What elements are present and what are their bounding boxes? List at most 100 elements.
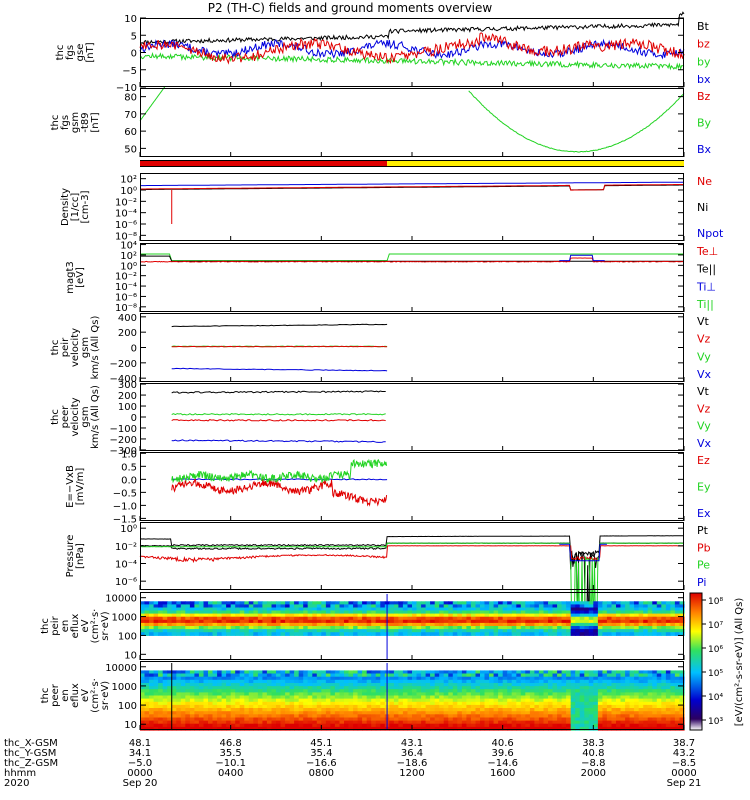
legend-te: Te|| bbox=[696, 263, 716, 276]
colorbar-tick-label: 10⁵ bbox=[708, 669, 723, 679]
legend-by: By bbox=[697, 117, 712, 130]
y-tick-label: 100 bbox=[118, 631, 137, 642]
bt-trace bbox=[139, 11, 685, 46]
y-tick-label: 10 bbox=[124, 720, 137, 731]
y-tick-label: 1000 bbox=[112, 682, 137, 693]
x-axis-value: 40.6 bbox=[492, 738, 514, 749]
panel-frame-pressure bbox=[140, 522, 684, 590]
y-axis-label: thc bbox=[50, 409, 61, 425]
y-tick-label: 10⁻² bbox=[115, 272, 137, 283]
y-axis-label: (cm²·s· bbox=[90, 678, 101, 713]
peer-vz-trace bbox=[171, 419, 386, 422]
ez-trace bbox=[171, 478, 388, 507]
y-tick-label: 1000 bbox=[112, 613, 137, 624]
y-axis-label: eV bbox=[80, 619, 91, 632]
x-axis-value: −18.6 bbox=[397, 758, 428, 769]
y-axis-label: velocity bbox=[70, 397, 81, 436]
ne-trace bbox=[140, 184, 684, 191]
legend-vz: Vz bbox=[697, 333, 711, 346]
y-axis-label: [mV/m] bbox=[75, 468, 86, 506]
y-axis-label: sr·eV) bbox=[100, 681, 111, 710]
legend-ey: Ey bbox=[697, 481, 711, 494]
x-axis-row-label: 2020 bbox=[4, 778, 29, 789]
panel-frame-peir-velocity bbox=[140, 313, 684, 382]
x-axis-row-label: thc_Y-GSM bbox=[4, 748, 56, 759]
y-tick-label: 10² bbox=[120, 175, 137, 186]
legend-pi: Pi bbox=[697, 576, 706, 589]
y-axis-label: thc bbox=[50, 115, 61, 131]
by-trace bbox=[139, 52, 685, 71]
y-tick-label: 10⁻⁸ bbox=[115, 231, 137, 242]
y-tick-label: 1.0 bbox=[121, 449, 137, 460]
y-axis-label: magt3 bbox=[65, 261, 76, 294]
ni-trace bbox=[139, 184, 684, 191]
y-tick-label: 50 bbox=[124, 144, 137, 155]
legend-ez: Ez bbox=[697, 454, 710, 467]
legend-ti: Ti|| bbox=[696, 298, 714, 311]
legend-bt: Bt bbox=[697, 20, 710, 33]
x-axis-value: 0800 bbox=[309, 768, 334, 779]
legend-ni: Ni bbox=[697, 201, 708, 214]
y-axis-label: [nT] bbox=[85, 42, 96, 62]
legend-vt: Vt bbox=[697, 385, 710, 398]
y-axis-label: en bbox=[60, 620, 71, 633]
y-axis-label: sr·eV) bbox=[100, 611, 111, 640]
y-axis-label: peir bbox=[50, 615, 61, 635]
y-tick-label: 80 bbox=[124, 93, 137, 104]
y-tick-label: 10 bbox=[124, 14, 137, 25]
peer-vx-trace bbox=[171, 439, 386, 443]
x-axis-value: −8.8 bbox=[581, 758, 605, 769]
y-axis-label: peer bbox=[60, 405, 71, 429]
mode-bar-fast bbox=[140, 160, 388, 167]
colorbar-tick-label: 10⁷ bbox=[708, 621, 723, 631]
x-axis-value: 35.5 bbox=[220, 748, 242, 759]
y-tick-label: −1.5 bbox=[113, 514, 137, 525]
legend-ti: Ti⊥ bbox=[696, 280, 716, 293]
y-axis-label: thc bbox=[50, 340, 61, 356]
by-gsm-trace-b bbox=[468, 90, 685, 153]
y-axis-label: gsm bbox=[70, 112, 81, 133]
x-axis-value: 34.1 bbox=[129, 748, 151, 759]
y-axis-label: peir bbox=[60, 337, 71, 357]
y-tick-label: 0 bbox=[131, 49, 137, 60]
y-axis-label: velocity bbox=[70, 328, 81, 367]
legend-bz: Bz bbox=[697, 90, 711, 103]
y-tick-label: 10⁻⁴ bbox=[115, 560, 137, 571]
y-axis-label: thc bbox=[40, 618, 51, 634]
y-axis-label: eflux bbox=[70, 683, 81, 708]
x-axis-value: 38.3 bbox=[582, 738, 604, 749]
y-axis-label: (cm²·s· bbox=[90, 609, 101, 644]
legend-pe: Pe bbox=[697, 559, 710, 572]
x-axis-value: Sep 21 bbox=[667, 778, 702, 789]
y-axis-label: Density bbox=[60, 188, 71, 226]
y-tick-label: 10⁰ bbox=[120, 261, 137, 272]
y-axis-label: gse bbox=[75, 44, 86, 62]
y-tick-label: −200 bbox=[110, 359, 137, 370]
te-perp-trace bbox=[140, 257, 685, 263]
peer-vy-trace bbox=[171, 413, 386, 416]
x-axis-value: −16.6 bbox=[306, 758, 337, 769]
legend-vy: Vy bbox=[697, 350, 711, 363]
colorbar-tick-label: 10⁴ bbox=[708, 693, 723, 703]
y-tick-label: 10² bbox=[120, 251, 137, 262]
x-axis-value: 48.1 bbox=[129, 738, 151, 749]
legend-ex: Ex bbox=[697, 507, 711, 520]
x-axis-value: −14.6 bbox=[487, 758, 518, 769]
legend-te: Te⊥ bbox=[696, 245, 718, 258]
y-tick-label: 0.0 bbox=[121, 475, 137, 486]
y-tick-label: −400 bbox=[110, 374, 137, 385]
colorbar bbox=[689, 592, 703, 731]
y-tick-label: 10⁰ bbox=[120, 524, 137, 535]
y-tick-label: 10⁻⁶ bbox=[115, 292, 137, 303]
y-tick-label: 200 bbox=[118, 328, 137, 339]
ey-trace bbox=[171, 458, 388, 485]
x-axis-value: 43.2 bbox=[673, 748, 695, 759]
x-axis-value: 1600 bbox=[490, 768, 515, 779]
y-axis-label: km/s (All Qs) bbox=[90, 316, 101, 380]
y-axis-label: [nPa] bbox=[75, 543, 86, 569]
x-axis-row-label: thc_Z-GSM bbox=[4, 758, 58, 769]
y-tick-label: −5 bbox=[122, 66, 137, 77]
legend-vt: Vt bbox=[697, 315, 710, 328]
x-axis-row-label: thc_X-GSM bbox=[4, 738, 58, 749]
